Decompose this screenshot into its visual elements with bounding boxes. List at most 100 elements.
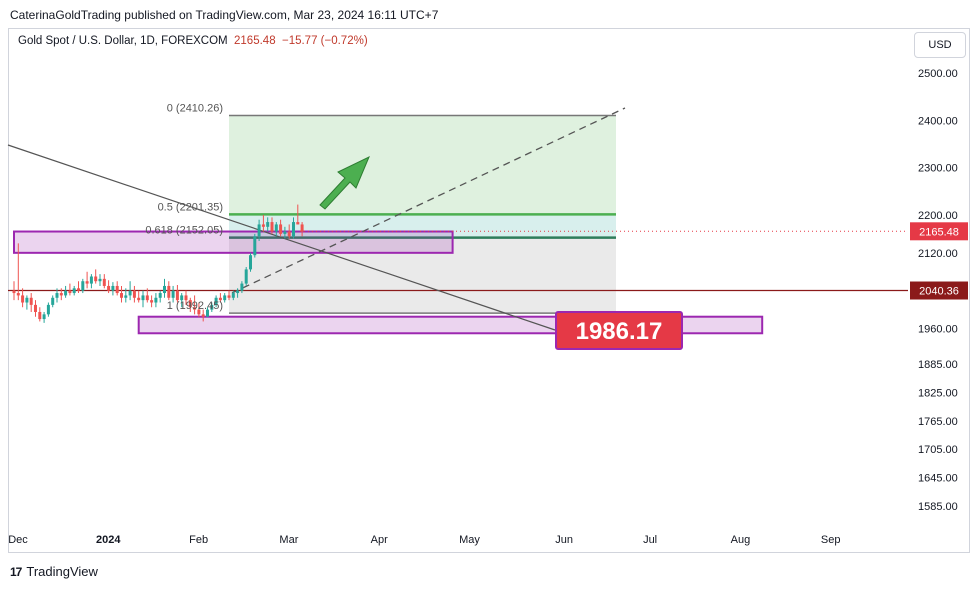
candle-body	[193, 307, 197, 310]
candle-body	[171, 290, 175, 298]
time-tick-label: Jul	[643, 534, 657, 546]
time-axis: Dec 2024 Feb Mar Apr May Jun Jul Aug Sep	[8, 534, 840, 546]
time-tick-label: Apr	[371, 534, 388, 546]
fib-zone-lower	[229, 237, 616, 314]
brand-name: TradingView	[26, 564, 98, 579]
target-label-text: 1986.17	[576, 318, 663, 345]
price-tick-label: 1825.00	[918, 387, 958, 399]
candle-body	[214, 297, 218, 305]
candle-body	[158, 293, 162, 298]
candle-body	[42, 314, 46, 320]
candle-body	[206, 309, 209, 317]
candle-body	[21, 295, 25, 303]
price-tick-label: 2400.00	[918, 115, 958, 127]
symbol-header: Gold Spot / U.S. Dollar, 1D, FOREXCOM 21…	[18, 35, 368, 47]
candle-body	[12, 290, 16, 294]
symbol-name[interactable]: Gold Spot / U.S. Dollar, 1D, FOREXCOM	[18, 35, 228, 47]
candle-body	[180, 295, 184, 301]
tradingview-logo-icon: 17	[10, 564, 22, 579]
candle-body	[292, 222, 295, 237]
price-tick-label: 1705.00	[918, 444, 958, 456]
candle-body	[175, 290, 179, 301]
candle-body	[218, 297, 222, 301]
candle-body	[188, 300, 192, 308]
candle-body	[16, 293, 20, 296]
current-price-badge	[910, 222, 968, 241]
candle-body	[231, 293, 235, 298]
candle-body	[236, 290, 240, 294]
candle-body	[154, 297, 158, 303]
candle-body	[223, 295, 227, 301]
candle-body	[46, 304, 50, 315]
candle-body	[124, 295, 128, 298]
current-price-label: 2165.48	[919, 226, 959, 238]
fib-level-label: 0.5 (2201.35)	[158, 201, 223, 213]
price-tick-label: 1960.00	[918, 324, 958, 336]
candle-body	[283, 231, 287, 234]
candle-body	[210, 304, 214, 310]
candle-body	[102, 278, 106, 286]
candle-body	[59, 293, 63, 296]
candle-body	[85, 281, 89, 284]
price-tick-label: 1585.00	[918, 501, 958, 513]
price-axis: 2500.00 2400.00 2300.00 2200.00 2120.00 1960.…	[910, 68, 968, 513]
target-label-box	[555, 311, 683, 350]
candle-body	[266, 222, 270, 227]
time-tick-label: May	[459, 534, 480, 546]
candle-body	[25, 297, 29, 303]
time-tick-label: 2024	[96, 534, 121, 546]
candle-body	[279, 224, 283, 234]
candle-body	[77, 288, 80, 291]
fib-level-label: 0 (2410.26)	[167, 102, 223, 114]
candle-body	[111, 285, 115, 291]
price-tick-label: 2500.00	[918, 68, 958, 80]
price-tick-label: 1885.00	[918, 359, 958, 371]
price-tick-label: 1645.00	[918, 473, 958, 485]
candle-body	[72, 288, 76, 294]
rising-dashed-trendline	[231, 107, 626, 294]
candle-body	[240, 283, 244, 291]
candle-body	[34, 304, 37, 312]
candle-body	[107, 285, 111, 291]
candle-body	[287, 231, 291, 237]
time-tick-label: Dec	[8, 534, 28, 546]
candle-body	[261, 224, 265, 227]
price-tick-label: 2200.00	[918, 210, 958, 222]
lines-layer	[7, 107, 908, 331]
candle-body	[38, 311, 42, 320]
candle-body	[270, 222, 274, 232]
time-tick-label: Aug	[731, 534, 751, 546]
candle-body	[244, 269, 248, 284]
fib-level-label: 1 (1992.45)	[167, 300, 223, 312]
candles-layer	[12, 204, 304, 323]
time-tick-label: Sep	[821, 534, 841, 546]
candle-body	[141, 295, 145, 301]
candle-body	[51, 297, 55, 305]
candle-body	[296, 222, 300, 225]
candle-body	[81, 281, 85, 291]
symbol-price: 2165.48	[234, 35, 276, 47]
time-tick-label: Feb	[189, 534, 208, 546]
publisher-line: CaterinaGoldTrading published on Trading…	[10, 8, 439, 22]
resistance-zone	[13, 230, 454, 254]
overlay-layer: 1986.17	[319, 155, 683, 350]
level-price-label: 2040.36	[919, 286, 959, 298]
candle-body	[197, 309, 201, 315]
candle-body	[55, 293, 59, 298]
fib-labels-layer: 0 (2410.26) 0.5 (2201.35) 0.618 (2152.05) 1…	[145, 102, 223, 312]
time-tick-label: Jun	[555, 534, 573, 546]
price-tick-label: 1765.00	[918, 416, 958, 428]
candle-body	[145, 295, 149, 301]
candle-body	[163, 285, 166, 294]
candle-body	[89, 276, 93, 284]
candle-body	[227, 295, 231, 298]
candle-body	[68, 290, 72, 294]
candle-body	[137, 297, 141, 301]
candle-body	[249, 255, 252, 270]
tradingview-brand[interactable]: 17 TradingView	[10, 564, 98, 579]
candle-body	[150, 300, 154, 303]
candle-body	[300, 224, 304, 232]
symbol-change: −15.77 (−0.72%)	[281, 35, 368, 47]
currency-button[interactable]: USD	[914, 32, 966, 58]
